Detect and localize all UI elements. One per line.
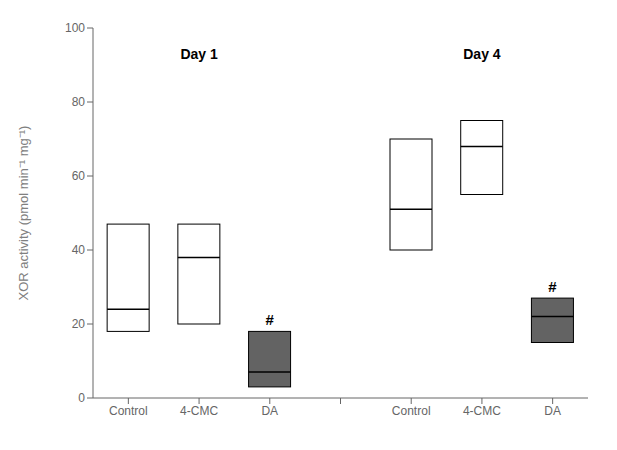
svg-text:40: 40 [72,243,86,257]
svg-text:DA: DA [544,404,561,418]
svg-text:DA: DA [261,404,278,418]
svg-text:Control: Control [109,404,148,418]
svg-text:Day 1: Day 1 [180,46,218,62]
svg-text:60: 60 [72,169,86,183]
svg-text:Control: Control [392,404,431,418]
svg-text:4-CMC: 4-CMC [463,404,501,418]
svg-text:20: 20 [72,317,86,331]
svg-text:XOR activity (pmol min⁻¹ mg⁻¹): XOR activity (pmol min⁻¹ mg⁻¹) [16,126,31,301]
svg-text:Day 4: Day 4 [463,46,501,62]
svg-text:#: # [265,311,274,328]
svg-text:80: 80 [72,95,86,109]
svg-text:4-CMC: 4-CMC [180,404,218,418]
svg-text:#: # [548,278,557,295]
svg-text:100: 100 [65,21,85,35]
svg-text:0: 0 [78,391,85,405]
